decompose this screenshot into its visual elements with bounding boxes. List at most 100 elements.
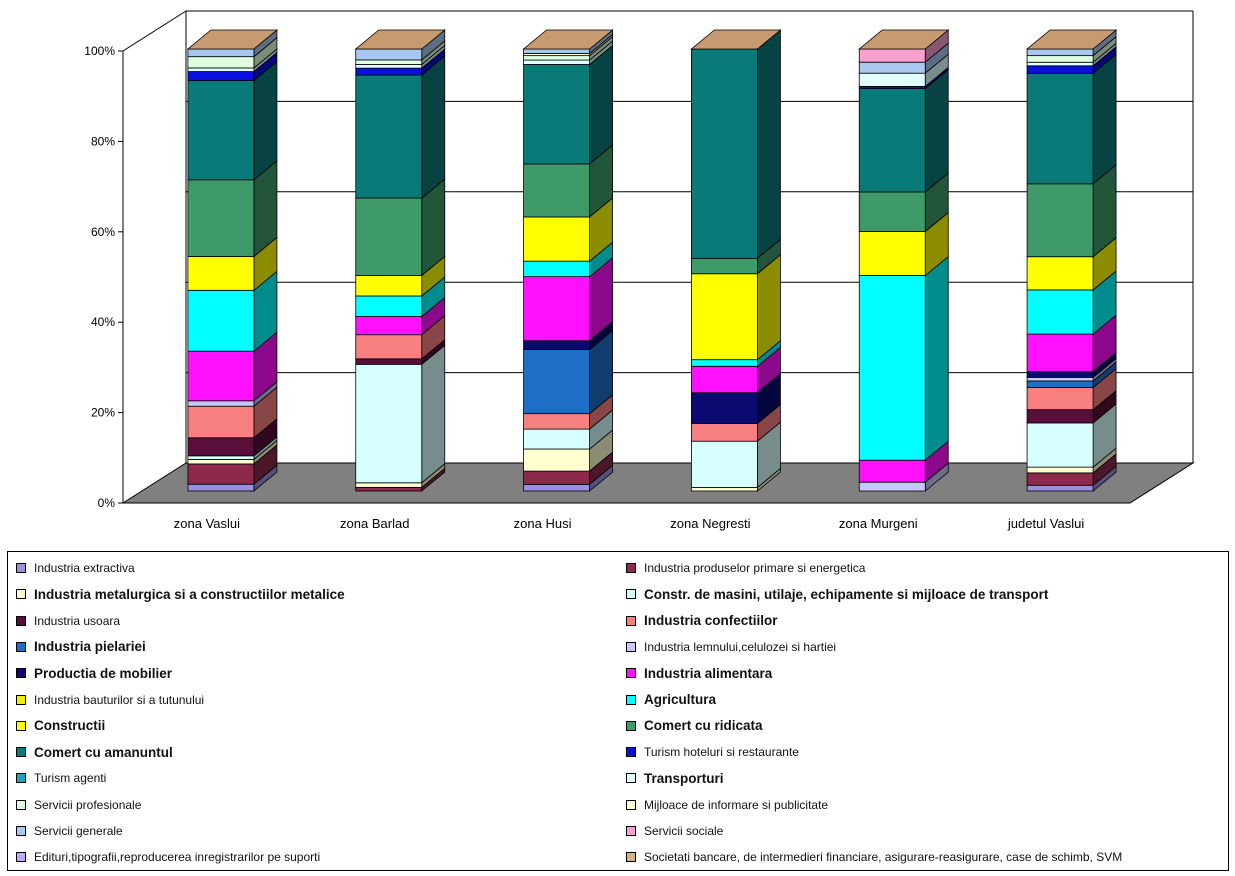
- bar-segment-5-20: [1026, 48, 1094, 57]
- bar-segment-0-15: [187, 71, 255, 81]
- legend-label: Industria pielariei: [34, 639, 146, 655]
- legend-label: Productia de mobilier: [34, 665, 173, 681]
- bar-segment-5-4: [1026, 409, 1094, 424]
- bar-segment-0-12: [187, 256, 255, 291]
- legend-swatch: [16, 826, 26, 836]
- bar-segment-4-13: [858, 191, 926, 232]
- bar-side-1-3: [421, 344, 446, 484]
- stacked-bar-chart: 0% 20% 40% 60% 80% 100% zona Vaslui zona Barlad…: [84, 10, 1195, 531]
- legend-label: Edituri,tipografii,reproducerea inregist…: [34, 850, 321, 865]
- bar-segment-4-9: [858, 459, 926, 483]
- legend-label: Industria bauturilor si a tutunului: [34, 692, 205, 707]
- bar-segment-1-5: [355, 334, 423, 360]
- bar-top-0: [186, 29, 279, 50]
- bar-segment-1-1: [355, 486, 423, 492]
- bar-segment-2-11: [523, 260, 590, 278]
- y-tick-label: 100%: [84, 44, 115, 58]
- x-category-label: judetul Vaslui: [1007, 516, 1084, 531]
- legend-swatch: [16, 720, 26, 731]
- y-tick-label: 80%: [91, 134, 115, 148]
- bar-segment-5-2: [1026, 466, 1094, 474]
- legend-swatch: [626, 720, 636, 731]
- legend-swatch: [626, 589, 636, 600]
- legend-label: Mijloace de informare si publicitate: [644, 797, 829, 812]
- bar-segment-0-3: [187, 455, 255, 460]
- legend-swatch: [626, 563, 636, 573]
- legend-swatch: [16, 589, 26, 600]
- x-category-label: zona Negresti: [670, 516, 750, 531]
- bar-segment-2-0: [523, 483, 590, 492]
- legend-swatch: [16, 615, 26, 626]
- legend-item: Mijloace de informare si publicitate: [626, 795, 828, 815]
- bar-segment-0-7: [187, 400, 255, 407]
- bar-segment-1-17: [355, 64, 423, 69]
- legend-label: Transporturi: [644, 770, 724, 786]
- bar-segment-1-12: [355, 275, 423, 297]
- bar-segment-3-3: [691, 440, 758, 488]
- legend-item: Servicii sociale: [626, 821, 723, 841]
- bar-segment-2-20: [523, 48, 590, 54]
- bar-segment-3-14: [691, 48, 758, 259]
- legend-label: Industria lemnului,celulozei si hartiei: [644, 639, 837, 654]
- legend-item: Comert cu amanuntul: [16, 742, 173, 762]
- legend-swatch: [626, 773, 636, 784]
- bar-segment-1-2: [355, 482, 423, 488]
- bar-segment-4-7: [858, 481, 926, 492]
- legend-swatch: [16, 747, 26, 758]
- bar-segment-3-5: [691, 423, 758, 442]
- legend-item: Industria confectiilor: [626, 611, 778, 631]
- legend-label: Societati bancare, de intermedieri finan…: [644, 850, 1123, 865]
- legend-swatch: [16, 641, 26, 652]
- legend-label: Constr. de masini, utilaje, echipamente …: [644, 586, 1049, 602]
- bar-segment-0-4: [187, 437, 255, 457]
- bar-segment-3-2: [691, 487, 758, 492]
- side-wall-top: [122, 10, 187, 52]
- bar-segment-4-20: [858, 61, 926, 74]
- legend-label: Turism hoteluri si restaurante: [644, 745, 799, 760]
- legend-swatch: [626, 852, 636, 863]
- y-tick-label: 0%: [98, 496, 116, 510]
- legend-label: Turism agenti: [34, 771, 107, 786]
- bar-segment-2-1: [523, 470, 590, 485]
- legend-item: Servicii profesionale: [16, 795, 141, 815]
- bar-segment-2-9: [523, 276, 590, 342]
- legend-label: Industria alimentara: [644, 665, 773, 681]
- bar-segment-5-14: [1026, 72, 1094, 185]
- y-tick-label: 60%: [91, 225, 115, 239]
- bar-segment-1-14: [355, 74, 423, 199]
- bar-top-5: [1025, 29, 1118, 50]
- bar-segment-3-8: [691, 392, 758, 424]
- bar-segment-5-7: [1026, 377, 1094, 382]
- bar-segment-5-3: [1026, 422, 1094, 468]
- x-category-label: zona Murgeni: [839, 516, 918, 531]
- legend-swatch: [626, 694, 636, 705]
- legend-swatch: [626, 747, 636, 758]
- legend-label: Comert cu ridicata: [644, 718, 763, 734]
- legend-label: Servicii profesionale: [34, 797, 142, 812]
- legend-swatch: [626, 826, 636, 836]
- legend-swatch: [16, 799, 26, 810]
- legend-label: Servicii generale: [34, 824, 123, 838]
- bar-segment-3-12: [691, 273, 758, 361]
- bar-segment-2-18: [523, 55, 590, 61]
- bar-segment-0-14: [187, 80, 255, 181]
- legend-label: Industria confectiilor: [644, 613, 778, 629]
- bar-segment-0-11: [187, 289, 255, 352]
- bar-segment-2-12: [523, 216, 590, 262]
- legend-swatch: [16, 563, 26, 573]
- legend-label: Industria metalurgica si a constructiilo…: [34, 586, 345, 602]
- bar-segment-0-2: [187, 459, 255, 465]
- legend-item: Industria metalurgica si a constructiilo…: [16, 584, 345, 604]
- legend-label: Servicii sociale: [644, 824, 724, 838]
- bar-segment-0-13: [187, 179, 255, 257]
- bar-segment-2-17: [523, 59, 590, 65]
- bar-segment-5-17: [1026, 61, 1094, 67]
- legend-item: Industria alimentara: [626, 663, 772, 683]
- legend-item: Industria extractiva: [16, 558, 135, 578]
- bar-segment-5-6: [1026, 380, 1094, 388]
- legend-swatch: [16, 668, 26, 679]
- bar-segment-5-11: [1026, 289, 1094, 335]
- bar-top-1: [354, 29, 446, 50]
- bar-segment-2-13: [523, 163, 590, 218]
- bar-top-2: [522, 29, 614, 50]
